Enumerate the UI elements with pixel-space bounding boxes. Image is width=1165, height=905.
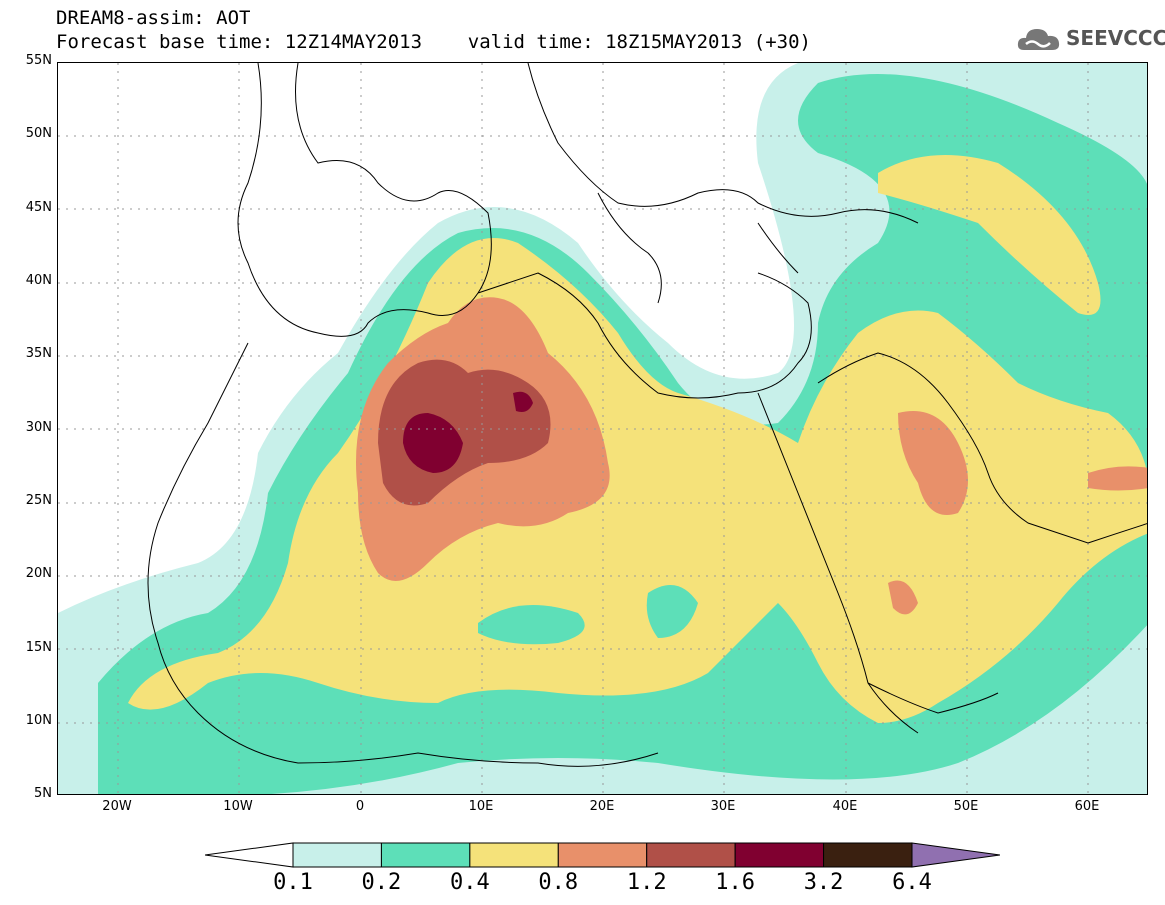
- lat-label: 25N: [25, 493, 52, 508]
- aot-level-1.2: [378, 359, 551, 506]
- forecast-time-line: Forecast base time: 12Z14MAY2013 valid t…: [56, 31, 811, 53]
- lon-label: 20E: [589, 799, 615, 814]
- colorbar-swatch: [911, 842, 1000, 868]
- seevccc-logo: SEEVCCC: [1016, 24, 1165, 56]
- colorbar-label: 3.2: [803, 870, 844, 895]
- lon-label: 10E: [468, 799, 494, 814]
- colorbar-label: 0.1: [273, 870, 313, 895]
- lat-label: 30N: [25, 420, 52, 435]
- cloud-icon: [1017, 29, 1060, 50]
- lat-label: 50N: [25, 126, 52, 141]
- colorbar-label: 1.6: [715, 870, 756, 895]
- colorbar-label: 0.2: [361, 870, 402, 895]
- lat-label: 35N: [25, 346, 52, 361]
- colorbar-swatch: [646, 842, 736, 868]
- colorbar-swatch: [469, 842, 559, 868]
- lat-label: 10N: [25, 713, 52, 728]
- coastlines: [147, 63, 1147, 767]
- aot-map: [57, 62, 1148, 795]
- lon-label: 40E: [832, 799, 858, 814]
- lon-label: 20W: [102, 799, 132, 814]
- map-title: DREAM8-assim: AOT: [56, 7, 251, 29]
- colorbar-label: 1.2: [626, 870, 667, 895]
- aot-level-0.8-east: [898, 411, 968, 515]
- colorbar-swatch: [292, 842, 382, 868]
- lat-label: 20N: [25, 566, 52, 581]
- lat-label: 45N: [25, 200, 52, 215]
- colorbar-label: 0.8: [538, 870, 579, 895]
- colorbar-swatch: [557, 842, 648, 868]
- colorbar-label: 0.4: [449, 870, 490, 895]
- aot-level-0.4-ne: [878, 155, 1101, 315]
- grid-lines: [58, 63, 1147, 794]
- lon-label: 50E: [953, 799, 979, 814]
- lat-label: 55N: [25, 53, 52, 68]
- colorbar-swatch: [823, 842, 913, 868]
- lon-label: 60E: [1074, 799, 1100, 814]
- colorbar-label: 6.4: [892, 870, 932, 895]
- lon-label: 30E: [710, 799, 736, 814]
- aot-colorbar: [205, 842, 1000, 868]
- colorbar-swatch: [380, 842, 471, 868]
- lat-label: 15N: [25, 640, 52, 655]
- lon-label: 10W: [223, 799, 253, 814]
- lat-label: 40N: [25, 273, 52, 288]
- lat-label: 5N: [34, 786, 52, 801]
- logo-text: SEEVCCC: [1066, 26, 1165, 50]
- colorbar-swatch: [734, 842, 825, 868]
- aot-level-1.6: [403, 413, 463, 473]
- lon-label: 0: [355, 799, 365, 814]
- colorbar-swatch: [205, 842, 294, 868]
